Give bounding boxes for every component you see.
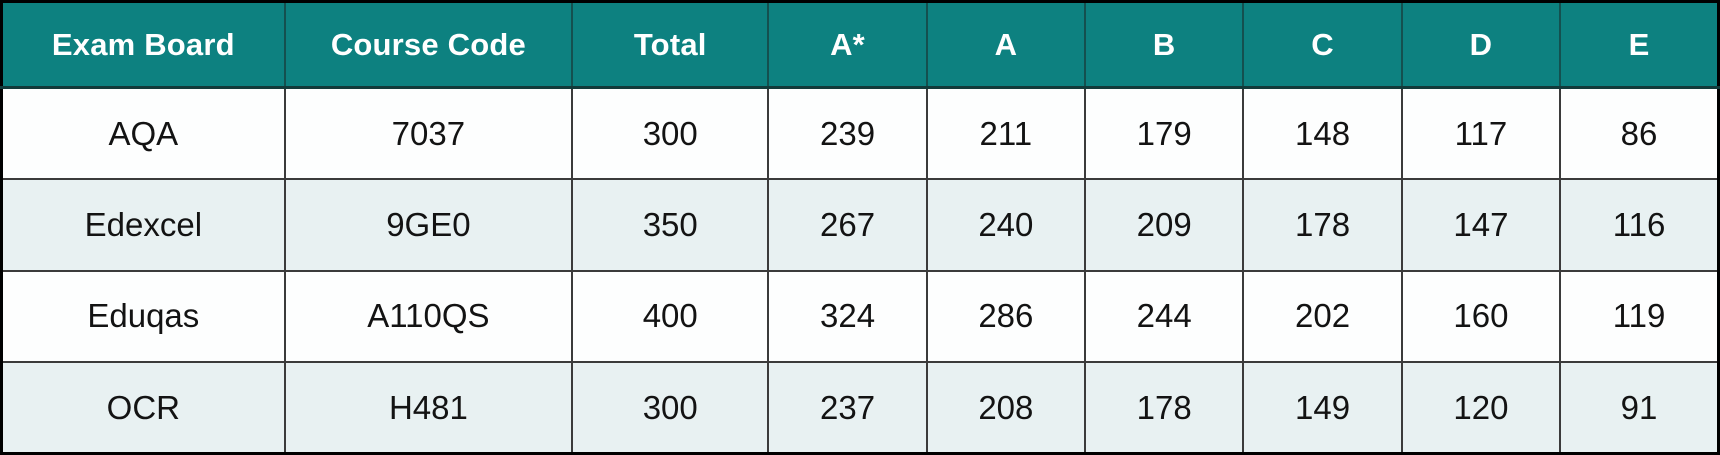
- cell-course-code: A110QS: [283, 269, 574, 363]
- cell-grade-e: 91: [1559, 361, 1720, 455]
- cell-course-code: H481: [283, 361, 574, 455]
- cell-grade-a-star: 324: [767, 269, 928, 363]
- table-row-eduqas: Eduqas A110QS 400 324 286 244 202 160 11…: [0, 269, 1720, 363]
- cell-grade-e: 86: [1559, 86, 1720, 180]
- header-cell-total: Total: [571, 0, 770, 89]
- cell-exam-board: Edexcel: [0, 178, 286, 272]
- header-cell-course-code: Course Code: [283, 0, 574, 89]
- table-row-edexcel: Edexcel 9GE0 350 267 240 209 178 147 116: [0, 178, 1720, 272]
- cell-grade-b: 178: [1084, 361, 1245, 455]
- cell-grade-e: 119: [1559, 269, 1720, 363]
- cell-total: 350: [571, 178, 770, 272]
- cell-grade-c: 202: [1242, 269, 1403, 363]
- cell-grade-a: 240: [925, 178, 1087, 272]
- cell-grade-a-star: 267: [767, 178, 928, 272]
- header-row: Exam Board Course Code Total A* A B C D …: [0, 0, 1720, 89]
- cell-grade-b: 244: [1084, 269, 1245, 363]
- cell-course-code: 9GE0: [283, 178, 574, 272]
- cell-grade-a: 211: [925, 86, 1087, 180]
- cell-total: 400: [571, 269, 770, 363]
- cell-total: 300: [571, 86, 770, 180]
- cell-grade-d: 117: [1400, 86, 1562, 180]
- cell-grade-a-star: 237: [767, 361, 928, 455]
- cell-grade-b: 209: [1084, 178, 1245, 272]
- header-cell-grade-d: D: [1400, 0, 1562, 89]
- cell-total: 300: [571, 361, 770, 455]
- cell-grade-c: 149: [1242, 361, 1403, 455]
- cell-exam-board: AQA: [0, 86, 286, 180]
- header-cell-exam-board: Exam Board: [0, 0, 286, 89]
- cell-grade-a: 208: [925, 361, 1087, 455]
- cell-course-code: 7037: [283, 86, 574, 180]
- cell-grade-b: 179: [1084, 86, 1245, 180]
- table-row-aqa: AQA 7037 300 239 211 179 148 117 86: [0, 86, 1720, 180]
- header-cell-grade-c: C: [1242, 0, 1403, 89]
- header-cell-grade-e: E: [1559, 0, 1720, 89]
- cell-grade-c: 148: [1242, 86, 1403, 180]
- cell-grade-a: 286: [925, 269, 1087, 363]
- table-row-ocr: OCR H481 300 237 208 178 149 120 91: [0, 361, 1720, 455]
- header-cell-grade-b: B: [1084, 0, 1245, 89]
- cell-grade-e: 116: [1559, 178, 1720, 272]
- cell-exam-board: OCR: [0, 361, 286, 455]
- header-cell-grade-a-star: A*: [767, 0, 928, 89]
- cell-exam-board: Eduqas: [0, 269, 286, 363]
- cell-grade-d: 120: [1400, 361, 1562, 455]
- cell-grade-d: 147: [1400, 178, 1562, 272]
- cell-grade-c: 178: [1242, 178, 1403, 272]
- header-cell-grade-a: A: [925, 0, 1087, 89]
- cell-grade-a-star: 239: [767, 86, 928, 180]
- cell-grade-d: 160: [1400, 269, 1562, 363]
